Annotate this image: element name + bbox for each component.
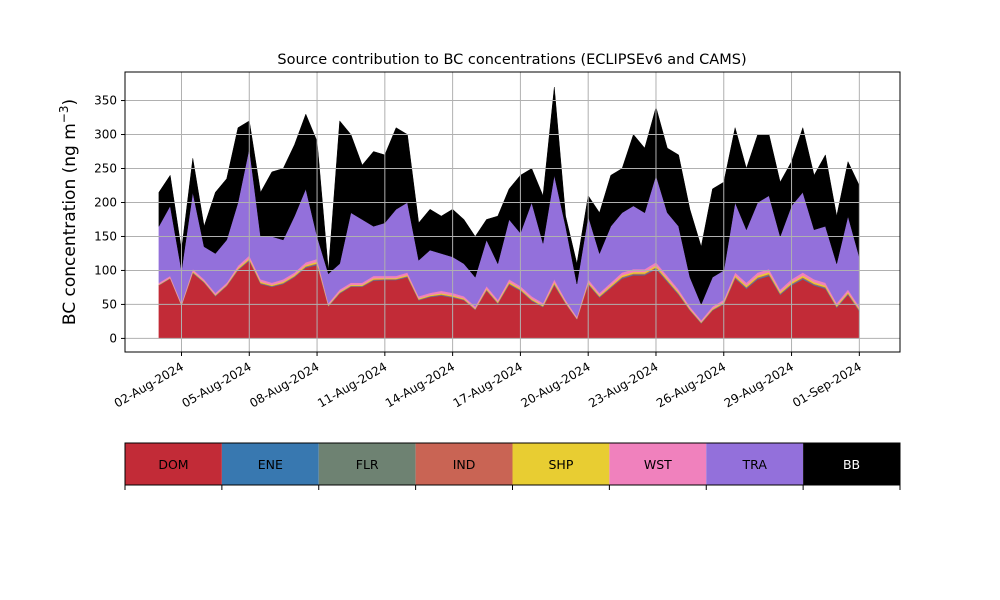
legend-label-tra: TRA [742, 457, 768, 472]
y-tick-label: 0 [109, 331, 117, 345]
y-tick-label: 350 [94, 94, 117, 108]
legend-swatch-ene [221, 443, 319, 485]
y-tick-label: 250 [94, 162, 117, 176]
stacked-areas [158, 86, 860, 339]
legend-label-dom: DOM [158, 457, 188, 472]
legend-swatch-tra [706, 443, 804, 485]
legend-swatch-ind [415, 443, 513, 485]
grid-lines [125, 72, 900, 352]
y-axis-label-main: BC concentration (ng m [60, 123, 80, 325]
y-tick-label: 300 [94, 128, 117, 142]
y-tick-label: 150 [94, 229, 117, 243]
legend-swatch-flr [318, 443, 416, 485]
y-tick-label: 100 [94, 263, 117, 277]
legend-label-shp: SHP [549, 457, 574, 472]
legend-label-ind: IND [453, 457, 476, 472]
y-axis-label-close: ) [60, 99, 80, 106]
legend-label-flr: FLR [356, 457, 379, 472]
y-axis-label: BC concentration (ng m−3) [57, 99, 80, 325]
legend-label-wst: WST [644, 457, 672, 472]
y-axis-ticks: 0 50 100 150 200 250 300 350 [94, 94, 125, 345]
chart-title: Source contribution to BC concentrations… [277, 52, 746, 68]
legend-colorbar: DOM ENE FLR IND SHP WST TRA BB [124, 442, 901, 490]
y-tick-label: 200 [94, 195, 117, 209]
y-axis-label-exponent: −3 [57, 105, 71, 123]
legend-swatch-dom [125, 443, 222, 485]
legend-label-bb: BB [843, 457, 860, 472]
legend-swatch-shp [512, 443, 610, 485]
legend-label-ene: ENE [258, 457, 283, 472]
legend-swatch-wst [609, 443, 707, 485]
axes-frame [124, 71, 901, 353]
legend-swatch-bb [803, 443, 900, 485]
y-tick-label: 50 [102, 297, 117, 311]
